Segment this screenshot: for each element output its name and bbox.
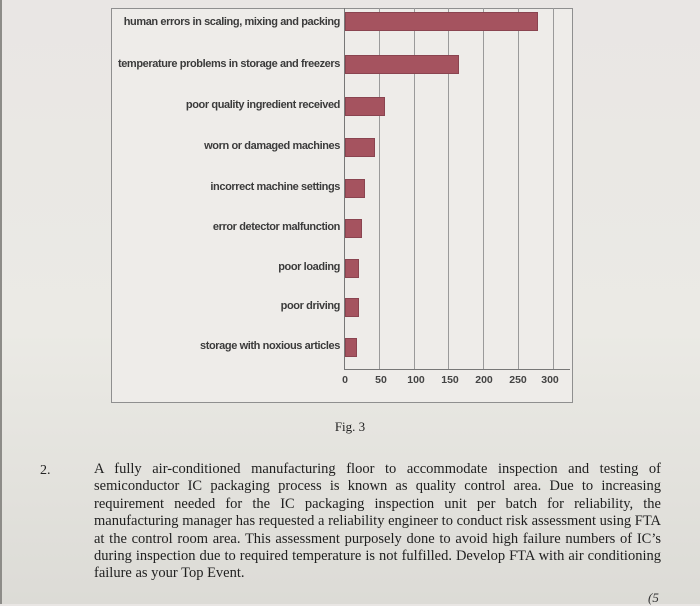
x-axis [344, 369, 570, 370]
x-tick: 200 [475, 374, 493, 386]
bar [345, 259, 359, 278]
gridline [448, 8, 449, 370]
question-number: 2. [40, 463, 51, 478]
x-tick: 0 [342, 374, 348, 386]
x-tick: 250 [509, 374, 527, 386]
page-edge [0, 0, 2, 604]
gridline [379, 8, 380, 370]
category-label: poor loading [278, 261, 340, 273]
category-label: human errors in scaling, mixing and pack… [123, 16, 341, 28]
gridline [553, 8, 554, 370]
category-label: poor quality ingredient received [185, 99, 340, 111]
gridline [483, 8, 484, 370]
bar [345, 55, 459, 74]
category-label: storage with noxious articles [200, 340, 340, 352]
figure-caption: Fig. 3 [334, 419, 366, 434]
question-text: A fully air-conditioned manufacturing fl… [94, 461, 661, 582]
bar [345, 298, 359, 317]
y-axis [344, 8, 345, 370]
category-label: worn or damaged machines [204, 140, 340, 152]
x-tick: 150 [441, 374, 459, 386]
category-label: error detector malfunction [212, 221, 341, 233]
category-label: temperature problems in storage and free… [117, 58, 340, 70]
bar [345, 338, 357, 357]
chart-frame [111, 8, 573, 403]
x-tick: 300 [541, 374, 559, 386]
x-tick: 50 [375, 374, 387, 386]
bar [345, 219, 362, 238]
gridline [518, 8, 519, 370]
bar [345, 97, 385, 116]
bar [345, 179, 365, 198]
bar [345, 138, 375, 157]
bar [345, 12, 538, 31]
marks-indicator: (5 [648, 590, 659, 605]
category-label: poor driving [280, 300, 341, 312]
gridline [414, 8, 415, 370]
x-tick: 100 [407, 374, 425, 386]
category-label: incorrect machine settings [210, 181, 340, 193]
